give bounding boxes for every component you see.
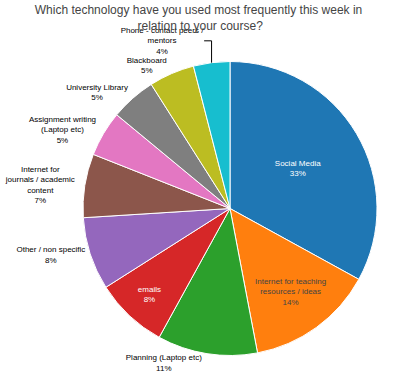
svg-text:emails8%: emails8% bbox=[138, 285, 161, 304]
svg-text:Other / non specific8%: Other / non specific8% bbox=[16, 245, 85, 264]
svg-text:Internet forjournals / academi: Internet forjournals / academiccontent7% bbox=[5, 165, 75, 205]
svg-text:University Library5%: University Library5% bbox=[66, 83, 128, 102]
svg-text:Which technology have you used: Which technology have you used most freq… bbox=[35, 3, 363, 33]
svg-text:Internet for teachingresources: Internet for teachingresources / ideas14… bbox=[255, 277, 326, 307]
svg-text:Phone - contact peers /mentors: Phone - contact peers /mentors4% bbox=[121, 26, 204, 56]
svg-text:Planning (Laptop etc)11%: Planning (Laptop etc)11% bbox=[126, 353, 202, 372]
svg-text:Social Media33%: Social Media33% bbox=[275, 159, 321, 178]
svg-text:Assignment writing(Laptop etc): Assignment writing(Laptop etc)5% bbox=[29, 115, 96, 145]
svg-text:Blackboard5%: Blackboard5% bbox=[127, 56, 167, 75]
